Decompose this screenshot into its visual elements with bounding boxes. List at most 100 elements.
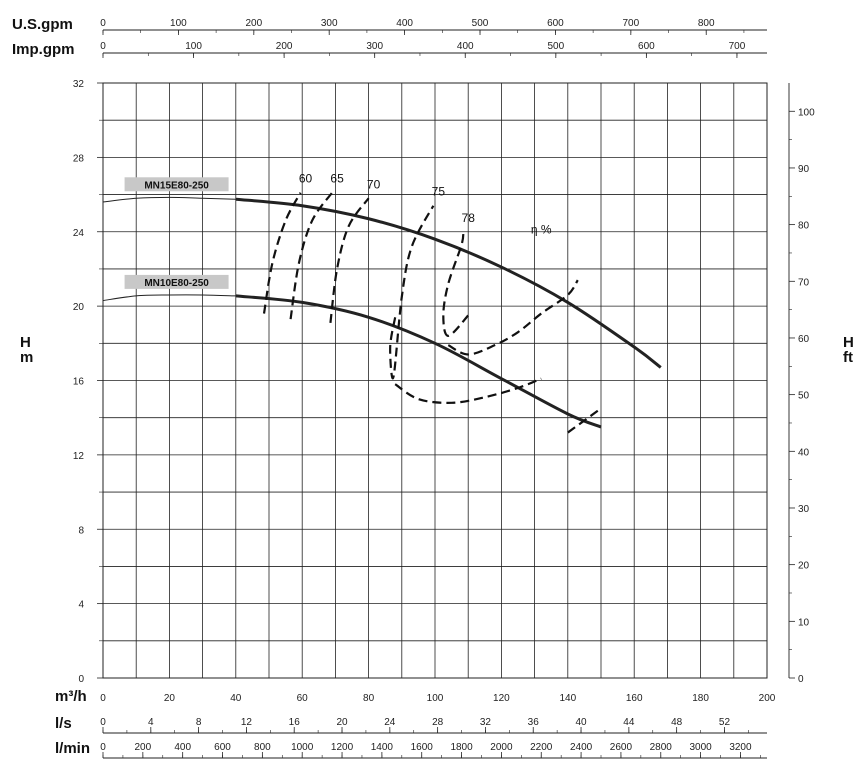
x-lmin-tick-label: 800 [254,742,271,753]
us-gpm-axis-name: U.S.gpm [12,16,73,33]
x-lmin-tick-label: 1800 [450,742,473,753]
y-tick-label-ft: 60 [798,334,810,345]
x-tick-label-m3h: 180 [692,693,709,704]
x-lmin-tick-label: 3000 [689,742,712,753]
x-ls-tick-label: 48 [671,717,683,728]
x-lmin-tick-label: 2200 [530,742,553,753]
x-lmin-tick-label: 200 [134,742,151,753]
x-tick-label-m3h: 40 [230,693,242,704]
y-tick-label-m: 24 [73,228,85,239]
curve-tag-label: MN15E80-250 [144,180,209,191]
pump-curve-0 [235,197,662,369]
efficiency-curve-label: 70 [367,177,381,191]
y-tick-label-ft: 40 [798,447,810,458]
lmin-axis-name: l/min [55,740,90,757]
y-tick-label-m: 16 [73,377,85,388]
x-lmin-tick-label: 600 [214,742,231,753]
x-lmin-tick-label: 1600 [411,742,434,753]
x-tick-label-m3h: 60 [297,693,309,704]
x-usgpm-tick-label: 400 [396,18,413,29]
x-tick-label-m3h: 140 [559,693,576,704]
x-ls-tick-label: 36 [528,717,540,728]
x-lmin-tick-label: 2400 [570,742,593,753]
y-tick-label-m: 4 [78,600,84,611]
efficiency-curve-branch [394,377,542,404]
head-ft-axis-label-bottom: ft [843,349,853,366]
efficiency-curves: 60 65 70 75 78 η % [262,172,602,434]
x-usgpm-tick-label: 0 [100,18,106,29]
y-tick-label-ft: 70 [798,277,810,288]
efficiency-curve [389,205,435,380]
efficiency-curve-branch [567,407,602,434]
efficiency-curve-label: 78 [462,211,476,225]
x-impgpm-tick-label: 200 [276,41,293,52]
x-ls-tick-label: 44 [623,717,635,728]
x-tick-label-m3h: 0 [100,693,106,704]
x-lmin-tick-label: 2000 [490,742,513,753]
y-tick-label-ft: 20 [798,561,810,572]
x-impgpm-tick-label: 300 [366,41,383,52]
y-tick-label-ft: 10 [798,617,810,628]
x-tick-label-m3h: 20 [164,693,176,704]
x-tick-label-m3h: 160 [626,693,643,704]
y-tick-label-m: 0 [78,674,84,685]
curve-tag-label: MN10E80-250 [144,278,209,289]
efficiency-label: η % [531,223,552,237]
head-ft-axis-label-top: H [843,334,854,351]
y-tick-label-ft: 50 [798,391,810,402]
x-tick-label-m3h: 80 [363,693,375,704]
efficiency-curve-branch [447,279,579,356]
efficiency-curve-label: 65 [330,172,344,186]
y-tick-label-ft: 80 [798,221,810,232]
pump-curve-thin-1 [102,294,236,302]
x-lmin-tick-label: 1000 [291,742,314,753]
x-impgpm-tick-label: 0 [100,41,106,52]
x-ls-tick-label: 12 [241,717,253,728]
x-ls-tick-label: 4 [148,717,154,728]
x-usgpm-tick-label: 700 [622,18,639,29]
x-impgpm-tick-label: 100 [185,41,202,52]
x-ls-tick-label: 32 [480,717,492,728]
head-ft-axis: 0 10 20 30 40 50 60 70 80 90 100 [788,83,815,685]
x-ls-tick-label: 16 [289,717,301,728]
pump-curves: MN15E80-250 MN10E80-250 [102,177,662,429]
grid [102,82,768,679]
x-usgpm-tick-label: 200 [245,18,262,29]
x-ls-tick-label: 8 [196,717,202,728]
x-lmin-tick-label: 0 [100,742,106,753]
x-ls-tick-label: 0 [100,717,106,728]
flow-axes-top: 0 100 200 300 400 500 600 700 800 0 100 200 300 400 50… [100,18,767,58]
x-usgpm-tick-label: 600 [547,18,564,29]
y-tick-label-m: 28 [73,153,85,164]
m3h-axis-name: m³/h [55,688,87,705]
x-usgpm-tick-label: 300 [321,18,338,29]
x-usgpm-tick-label: 800 [698,18,715,29]
x-ls-tick-label: 40 [575,717,587,728]
x-usgpm-tick-label: 500 [472,18,489,29]
x-lmin-tick-label: 3200 [729,742,752,753]
ls-axis-name: l/s [55,715,72,732]
x-lmin-tick-label: 2800 [650,742,673,753]
x-ls-tick-label: 28 [432,717,444,728]
x-lmin-tick-label: 400 [174,742,191,753]
flow-axes-bottom: 0 20 40 60 80 100 120 140 160 180 2000 4 8 12 16 20 24 28… [100,693,776,759]
y-tick-label-m: 8 [78,525,84,536]
pump-curve-1 [235,294,602,429]
curve-tag-box [124,274,229,289]
efficiency-curve [329,197,370,323]
x-lmin-tick-label: 1400 [371,742,394,753]
curve-tag-box [124,177,229,192]
x-ls-tick-label: 52 [719,717,731,728]
x-ls-tick-label: 24 [384,717,396,728]
head-m-axis-label-top: H [20,334,31,351]
x-ls-tick-label: 20 [336,717,348,728]
y-tick-label-ft: 30 [798,504,810,515]
y-tick-label-m: 32 [73,79,85,90]
x-tick-label-m3h: 100 [427,693,444,704]
x-usgpm-tick-label: 100 [170,18,187,29]
x-impgpm-tick-label: 400 [457,41,474,52]
efficiency-curve [262,192,302,314]
x-lmin-tick-label: 1200 [331,742,354,753]
head-m-axis-label-bottom: m [20,349,33,366]
